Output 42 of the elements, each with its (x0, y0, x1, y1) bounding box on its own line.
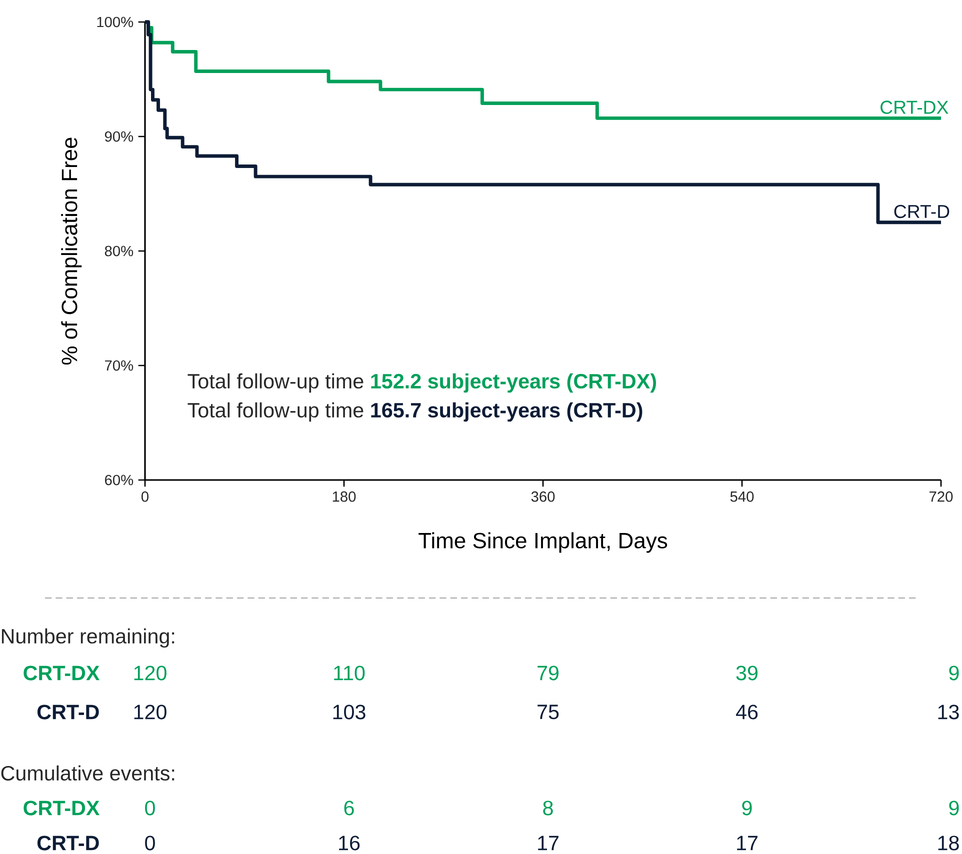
text: 79 (538, 666, 559, 680)
text: 17 (538, 836, 558, 850)
x-tick-label: 180 (332, 491, 356, 502)
text: 0 (145, 800, 155, 816)
text: 13 (938, 704, 959, 720)
text: 9 (742, 800, 752, 816)
text: CRT-D (37, 704, 99, 720)
y-tick-label: 80% (104, 246, 134, 256)
text: 39 (736, 666, 758, 680)
text: 9 (949, 800, 959, 816)
text: 8 (543, 800, 553, 816)
text: 0 (145, 836, 155, 850)
y-tick-label: 100% (97, 16, 134, 28)
text: CRT-DX (24, 666, 100, 680)
y-tick-label: 70% (105, 360, 134, 371)
text: 103 (333, 704, 366, 720)
text: 75 (538, 704, 559, 720)
text: 110 (334, 666, 365, 680)
text: 16 (339, 836, 360, 850)
text: 18 (938, 836, 959, 850)
text: CRT-D (37, 836, 99, 850)
x-tick-label: 720 (930, 491, 953, 502)
annotation: Total follow-up time 152.2 subject-years (CRT-DX) (188, 373, 656, 393)
annotation: Total follow-up time 165.7 subject-years (CRT-D) (188, 402, 642, 422)
text: Number remaining: (2, 628, 174, 648)
text: CRT-DX (24, 800, 100, 816)
text: 17 (737, 836, 758, 850)
y-axis-title: % of Complication Free (61, 138, 82, 365)
series-label: CRT-DX (880, 100, 948, 114)
text: 6 (344, 800, 354, 816)
text: Cumulative events: (1, 765, 174, 781)
text: 46 (736, 704, 758, 720)
text: 9 (949, 666, 959, 680)
y-tick-label: 90% (104, 131, 134, 142)
x-tick-label: 540 (730, 491, 754, 502)
text: 120 (134, 666, 166, 680)
x-tick-label: 0 (141, 491, 148, 502)
y-tick-label: 60% (105, 474, 134, 486)
x-tick-label: 360 (531, 491, 555, 502)
text: 120 (134, 704, 166, 720)
x-axis-title: Time Since Implant, Days (418, 532, 668, 553)
series-label: CRT-D (894, 204, 950, 218)
